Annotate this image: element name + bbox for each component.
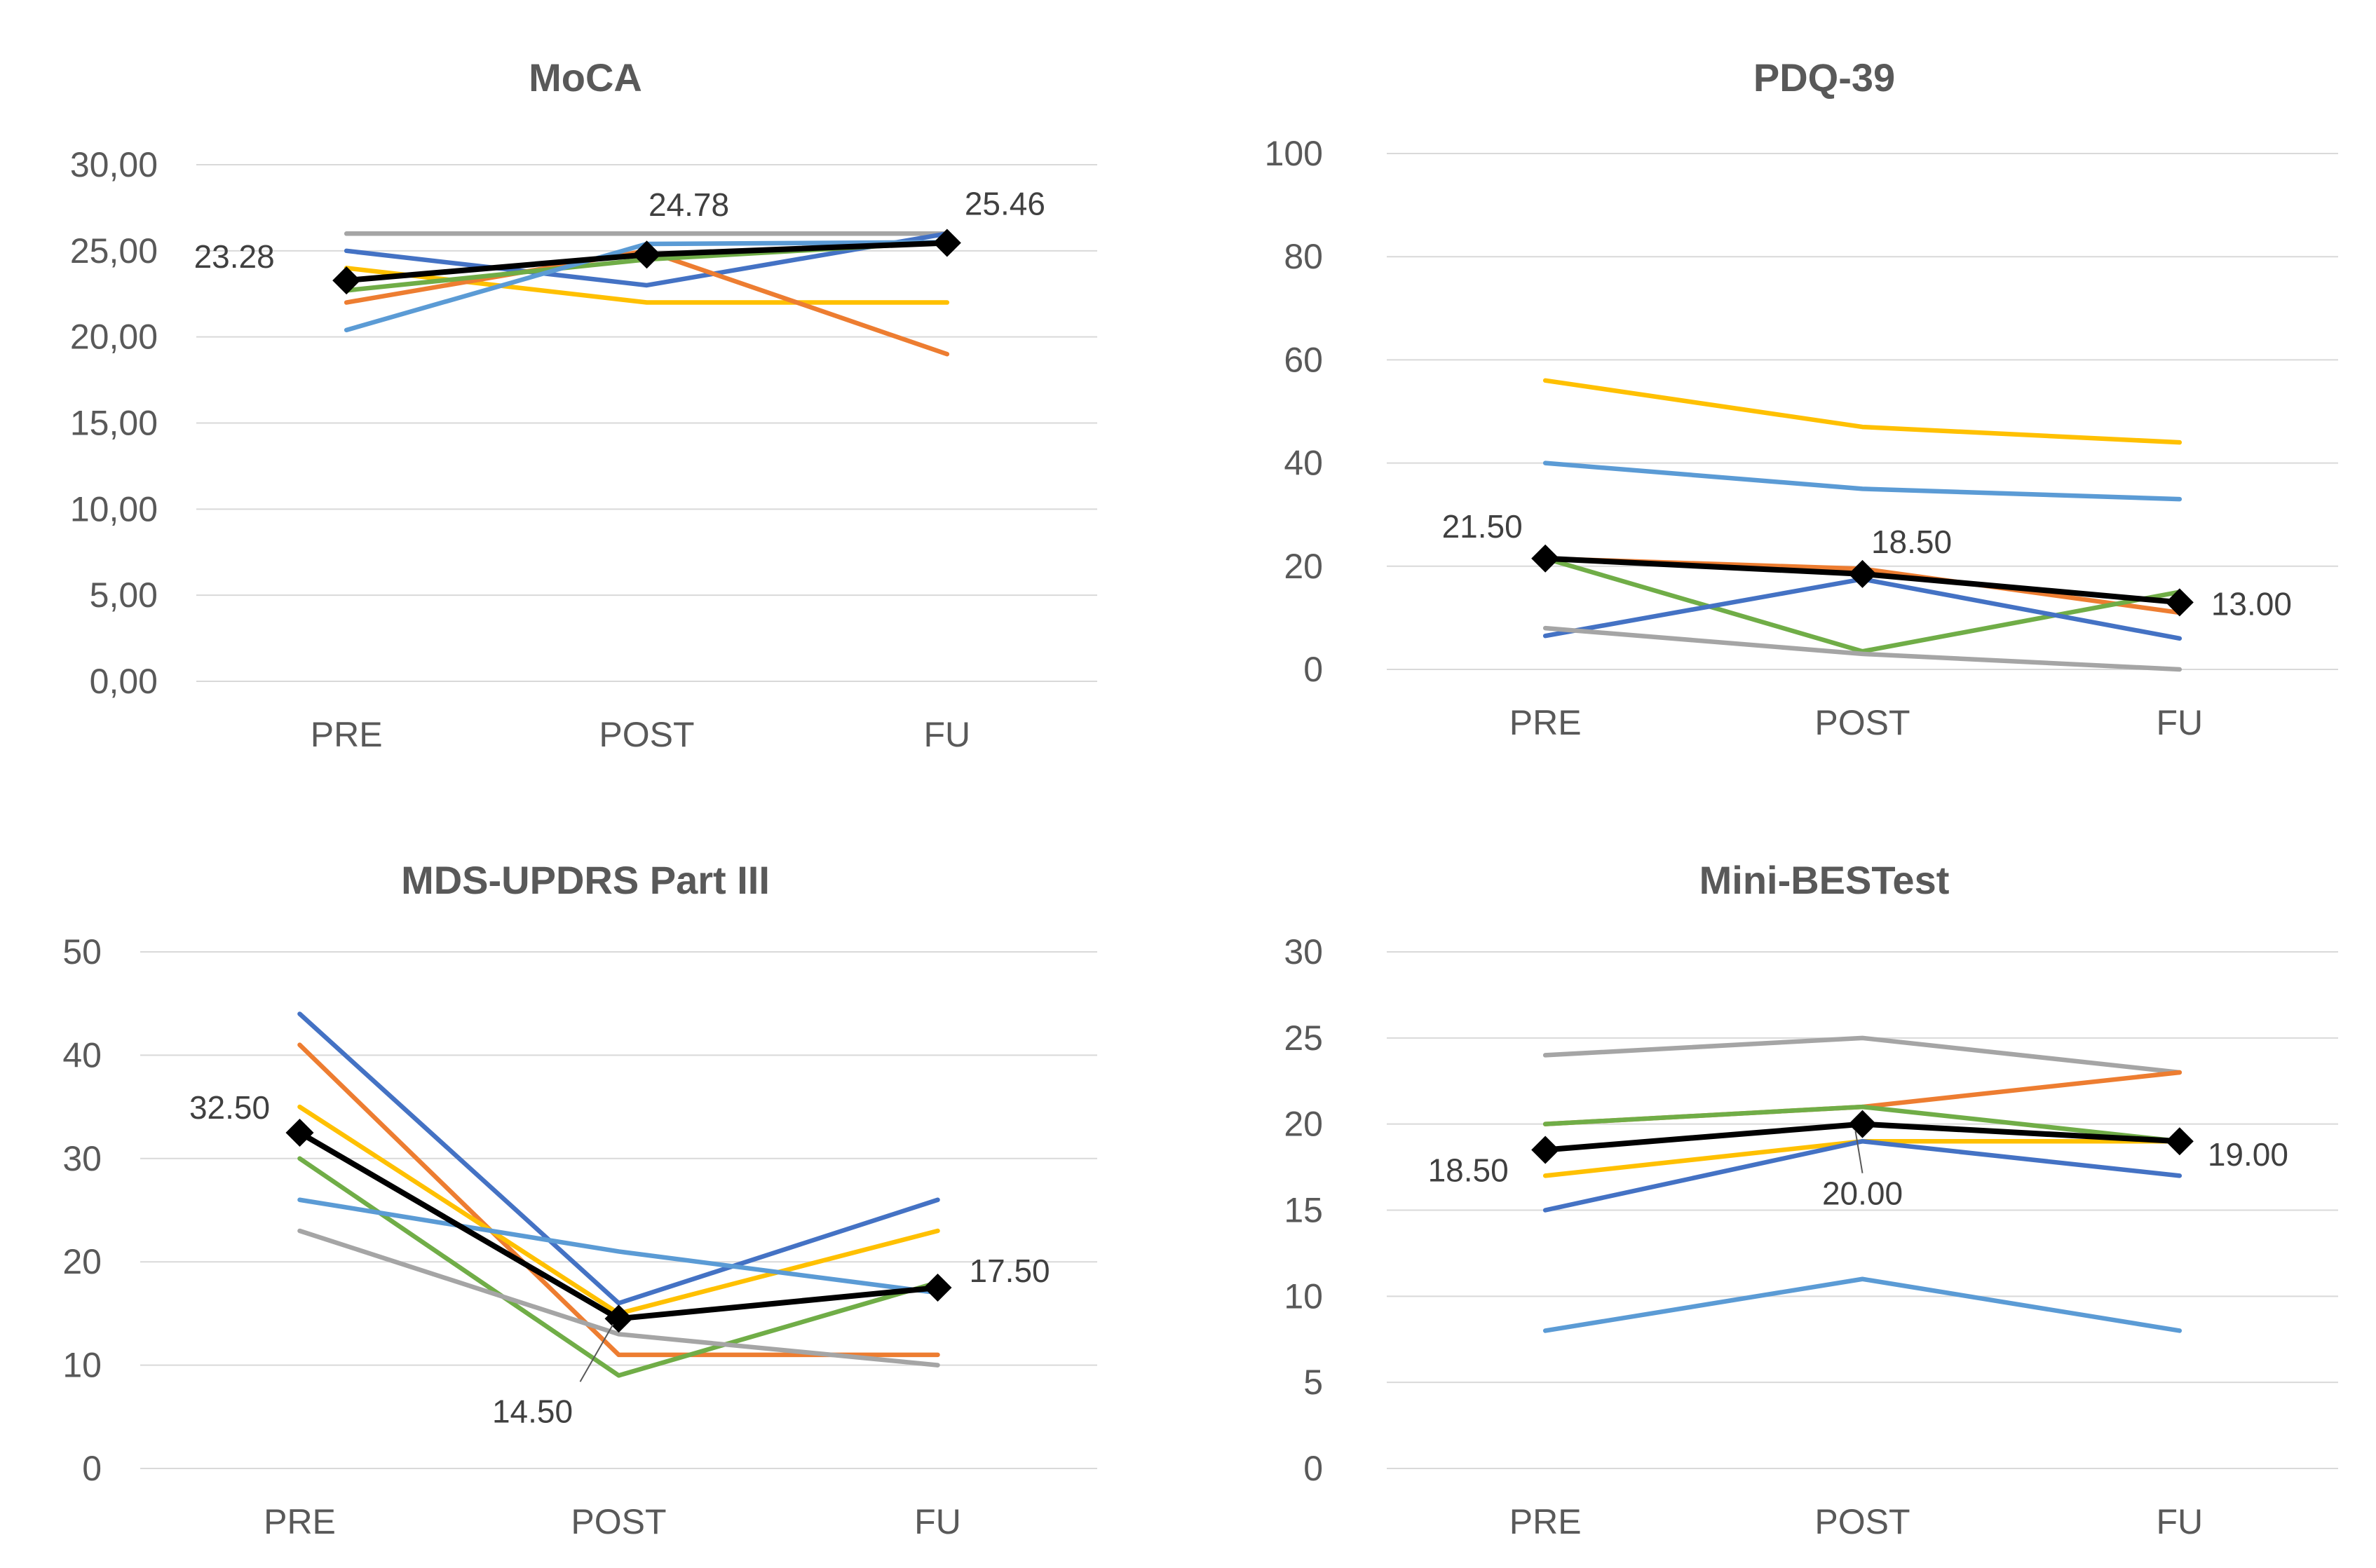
chart-title: MDS-UPDRS Part III — [401, 858, 770, 902]
mean-marker — [923, 1274, 952, 1302]
series-line-participant-gray — [297, 1228, 940, 1368]
y-tick-label: 100 — [1265, 134, 1323, 173]
data-label: 20.00 — [1822, 1175, 1903, 1212]
chart-title: PDQ-39 — [1753, 55, 1895, 100]
series-line-participant-green — [1542, 556, 2182, 654]
data-label: 19.00 — [2208, 1136, 2288, 1173]
chart-mini-bestest: Mini-BESTest 0 5 10 15 20 25 30 PRE POST FU 18.50 2… — [1284, 858, 2338, 1541]
chart-mds-updrs-part-iii: MDS-UPDRS Part III 0 10 20 30 40 50 PRE POST FU 3… — [62, 858, 1097, 1541]
x-tick-label: FU — [914, 1502, 961, 1541]
series-line-participant-lightblue — [1542, 461, 2182, 502]
x-tick-label: PRE — [264, 1502, 336, 1541]
y-tick-label: 60 — [1284, 340, 1323, 379]
x-tick-label: POST — [571, 1502, 666, 1541]
series-line-participant-yellow — [1542, 378, 2182, 445]
data-label-leader — [1854, 1131, 1864, 1173]
y-tick-label: 30,00 — [70, 145, 158, 184]
y-tick-label: 0 — [1303, 1449, 1323, 1488]
chart-title: Mini-BESTest — [1699, 858, 1950, 902]
series-line-participant-blue — [297, 1011, 940, 1306]
data-label: 17.50 — [970, 1253, 1050, 1289]
x-tick-label: POST — [599, 715, 694, 754]
y-tick-label: 10,00 — [70, 489, 158, 529]
series-line-participant-lightblue — [1542, 1276, 2182, 1333]
data-label: 25.46 — [965, 186, 1045, 222]
y-tick-label: 20 — [62, 1242, 102, 1281]
mean-marker — [332, 266, 361, 295]
series-line-participant-lightblue — [297, 1197, 940, 1295]
y-tick-label: 0 — [82, 1449, 102, 1488]
y-tick-label: 20,00 — [70, 318, 158, 357]
data-label: 13.00 — [2211, 585, 2292, 622]
y-tick-label: 50 — [62, 932, 102, 972]
y-tick-label: 5 — [1303, 1363, 1323, 1402]
x-tick-label: POST — [1814, 703, 1910, 742]
mean-marker — [2165, 588, 2194, 617]
series-line-participant-blue — [1542, 1138, 2182, 1213]
data-label: 24.78 — [649, 186, 729, 223]
chart-pdq39: PDQ-39 0 20 40 60 80 100 PRE POST FU 21.50 18.50 13… — [1265, 55, 2338, 742]
y-tick-label: 80 — [1284, 237, 1323, 276]
y-tick-label: 0,00 — [90, 662, 158, 701]
y-tick-label: 10 — [62, 1346, 102, 1385]
chart-moca: MoCA 0,00 5,00 10,00 15,00 20,00 25,00 30,00 PR… — [70, 55, 1097, 754]
x-tick-label: POST — [1814, 1502, 1910, 1541]
x-tick-label: FU — [2157, 703, 2204, 742]
chart-title: MoCA — [529, 55, 642, 100]
y-tick-label: 5,00 — [90, 575, 158, 615]
series-line-participant-gray — [1542, 1035, 2182, 1075]
y-tick-label: 20 — [1284, 547, 1323, 586]
data-label: 14.50 — [492, 1393, 573, 1429]
x-tick-label: FU — [924, 715, 971, 754]
data-label: 21.50 — [1442, 508, 1523, 545]
x-tick-label: PRE — [1509, 1502, 1582, 1541]
data-label: 23.28 — [194, 238, 275, 275]
mean-marker — [1531, 544, 1560, 573]
series-line-participant-green — [1542, 1104, 2182, 1144]
y-tick-label: 30 — [62, 1139, 102, 1178]
mean-marker — [632, 240, 661, 269]
y-tick-label: 0 — [1303, 650, 1323, 689]
x-tick-label: FU — [2157, 1502, 2204, 1541]
data-label-leader — [579, 1323, 614, 1382]
y-tick-label: 25,00 — [70, 231, 158, 271]
series-line-participant-blue — [344, 231, 950, 288]
y-tick-label: 15,00 — [70, 404, 158, 443]
x-tick-label: PRE — [311, 715, 383, 754]
data-label: 18.50 — [1871, 524, 1952, 560]
data-label: 32.50 — [189, 1089, 270, 1126]
y-tick-label: 10 — [1284, 1276, 1323, 1316]
mean-marker — [932, 229, 961, 257]
series-line-participant-gray — [1542, 625, 2182, 672]
mean-marker — [1848, 559, 1877, 588]
y-tick-label: 30 — [1284, 932, 1323, 972]
y-tick-label: 40 — [1284, 444, 1323, 483]
mean-marker — [1531, 1136, 1560, 1164]
mean-marker — [285, 1118, 314, 1147]
series-line-participant-green — [297, 1156, 940, 1378]
mean-marker — [2165, 1127, 2194, 1156]
y-tick-label: 25 — [1284, 1018, 1323, 1058]
x-tick-label: PRE — [1509, 703, 1582, 742]
y-tick-label: 15 — [1284, 1191, 1323, 1230]
y-tick-label: 20 — [1284, 1105, 1323, 1144]
y-tick-label: 40 — [62, 1035, 102, 1075]
data-label: 18.50 — [1428, 1152, 1509, 1189]
